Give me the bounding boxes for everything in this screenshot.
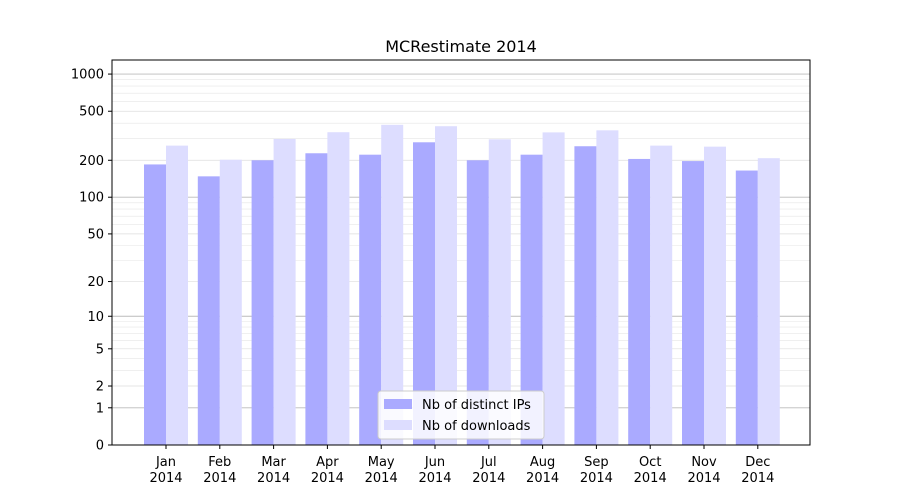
bar-distinct-ips-feb xyxy=(197,176,220,445)
y-tick-label: 500 xyxy=(79,105,104,120)
bar-downloads-aug xyxy=(542,132,565,445)
bar-distinct-ips-apr xyxy=(305,153,328,445)
y-tick-label: 50 xyxy=(87,227,104,242)
x-tick-label-month: Jan xyxy=(155,455,176,470)
x-tick-label-month: Sep xyxy=(584,455,609,470)
bars xyxy=(144,124,780,446)
legend-swatch xyxy=(384,420,412,430)
x-tick-label-year: 2014 xyxy=(526,471,559,486)
y-tick-label: 0 xyxy=(96,439,104,454)
chart-title: MCRestimate 2014 xyxy=(385,37,537,56)
bar-distinct-ips-jan xyxy=(144,164,166,446)
bar-distinct-ips-jun xyxy=(413,142,435,445)
x-tick-label-month: Apr xyxy=(316,455,339,470)
legend-label: Nb of distinct IPs xyxy=(422,398,531,413)
y-tick-label: 2 xyxy=(96,380,104,395)
legend-swatch xyxy=(384,399,412,409)
y-tick-label: 5 xyxy=(96,342,104,357)
y-tick-label: 1000 xyxy=(71,68,104,83)
bar-downloads-may xyxy=(381,124,404,446)
x-tick-label-month: Feb xyxy=(208,455,231,470)
x-tick-label-month: Aug xyxy=(530,455,555,470)
x-tick-label-year: 2014 xyxy=(634,471,667,486)
x-tick-label-month: Dec xyxy=(745,455,770,470)
x-tick-label-month: Mar xyxy=(261,455,286,470)
x-tick-label-year: 2014 xyxy=(687,471,720,486)
x-tick-label-month: Jun xyxy=(424,455,445,470)
y-tick-label: 1 xyxy=(96,401,104,416)
bar-distinct-ips-jul xyxy=(466,160,489,445)
legend: Nb of distinct IPs Nb of downloads xyxy=(377,390,545,440)
bar-downloads-mar xyxy=(273,138,296,446)
x-tick-label-month: Jul xyxy=(480,455,497,470)
x-tick-label-year: 2014 xyxy=(149,471,182,486)
y-tick-label: 20 xyxy=(87,275,104,290)
bar-distinct-ips-dec xyxy=(735,170,758,445)
bar-distinct-ips-may xyxy=(359,154,382,445)
y-tick-label: 100 xyxy=(79,191,104,206)
legend-label: Nb of downloads xyxy=(422,419,531,434)
bar-downloads-jul xyxy=(488,139,511,445)
plot-frame xyxy=(111,59,811,446)
bar-downloads-oct xyxy=(650,145,673,446)
bar-downloads-apr xyxy=(327,132,350,445)
x-tick-label-month: Nov xyxy=(691,455,717,470)
x-tick-label-year: 2014 xyxy=(472,471,505,486)
x-tick-label-year: 2014 xyxy=(203,471,236,486)
bar-downloads-nov xyxy=(704,146,726,445)
x-tick-label-year: 2014 xyxy=(257,471,290,486)
x-tick-label-year: 2014 xyxy=(580,471,613,486)
x-tick-label-year: 2014 xyxy=(311,471,344,486)
bar-downloads-feb xyxy=(219,159,242,445)
bar-distinct-ips-mar xyxy=(251,160,274,445)
y-tick-label: 200 xyxy=(79,154,104,169)
x-axis: Jan2014Feb2014Mar2014Apr2014May2014Jun20… xyxy=(149,445,774,486)
bar-downloads-dec xyxy=(757,158,780,445)
bar-downloads-jan xyxy=(166,145,188,446)
bar-distinct-ips-aug xyxy=(520,154,543,445)
y-tick-label: 10 xyxy=(87,310,104,325)
x-tick-label-year: 2014 xyxy=(741,471,774,486)
bar-downloads-sep xyxy=(596,130,619,445)
bar-downloads-jun xyxy=(435,126,457,445)
bar-distinct-ips-nov xyxy=(682,161,704,445)
y-axis: 0 1 2 5 10 20 50 100 200 500 1000 xyxy=(71,68,112,454)
x-tick-label-month: Oct xyxy=(639,455,661,470)
bar-distinct-ips-sep xyxy=(574,146,597,445)
bar-distinct-ips-oct xyxy=(628,158,651,445)
x-tick-label-year: 2014 xyxy=(365,471,398,486)
x-tick-label-month: May xyxy=(368,455,395,470)
x-tick-label-year: 2014 xyxy=(418,471,451,486)
legend-box xyxy=(377,390,545,440)
